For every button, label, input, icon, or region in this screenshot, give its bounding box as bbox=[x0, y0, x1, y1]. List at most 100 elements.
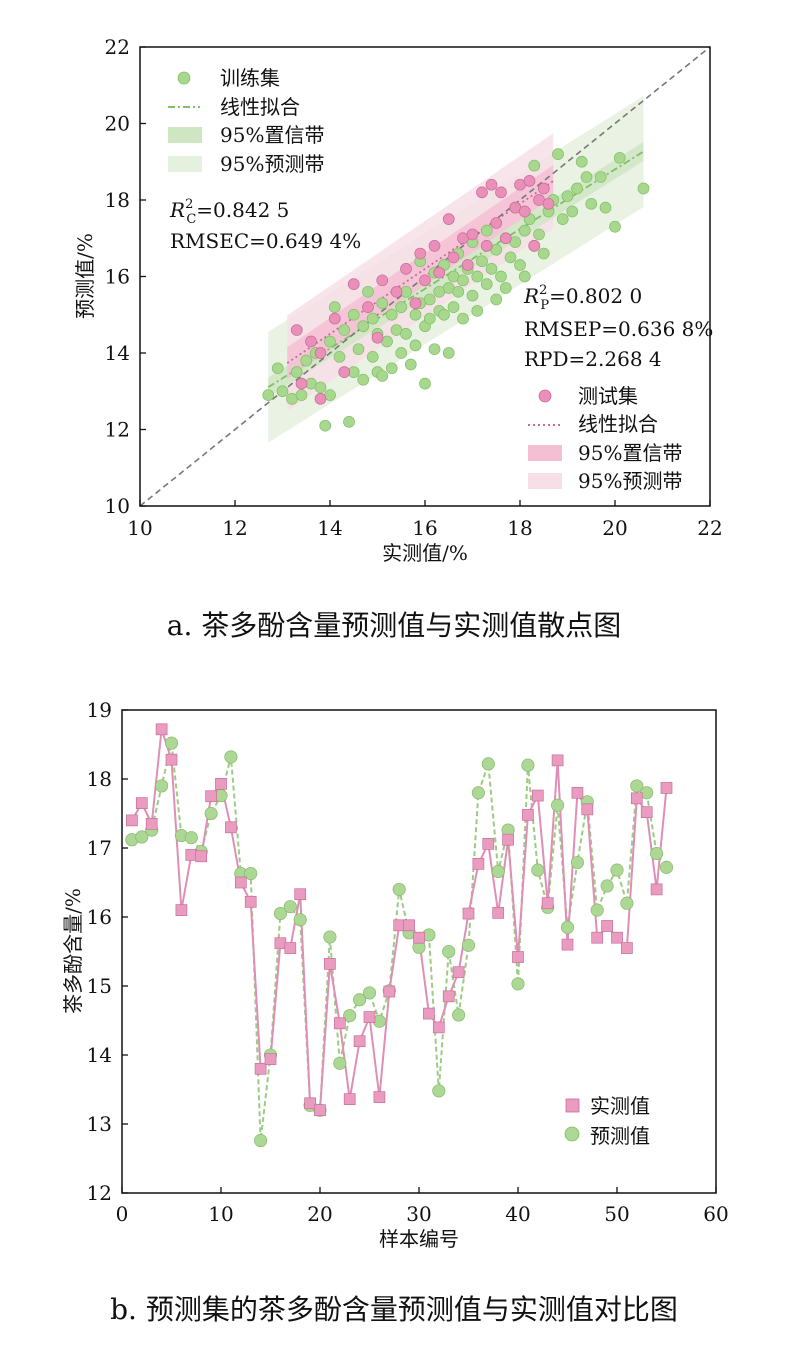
predicted-point bbox=[442, 944, 456, 959]
train-point bbox=[357, 373, 370, 386]
train-point bbox=[324, 335, 336, 348]
test-point bbox=[305, 335, 317, 348]
measured-point bbox=[264, 1053, 277, 1065]
test-point bbox=[376, 274, 389, 287]
y-tick-label-a: 12 bbox=[105, 418, 130, 442]
measured-point bbox=[462, 907, 475, 920]
r2p-sup: 2 bbox=[539, 283, 547, 298]
measured-point bbox=[274, 937, 287, 950]
measured-point bbox=[135, 797, 148, 810]
y-axis-label-a: 预测值/% bbox=[73, 233, 97, 319]
legend-measured-label: 实测值 bbox=[590, 1094, 650, 1118]
predicted-point bbox=[481, 757, 495, 771]
train-point bbox=[566, 205, 579, 218]
x-tick-label-b: 50 bbox=[604, 1202, 629, 1226]
test-point bbox=[419, 274, 431, 287]
train-point bbox=[490, 293, 503, 306]
test-point bbox=[347, 278, 360, 290]
y-tick-label-a: 22 bbox=[105, 35, 130, 59]
test-point bbox=[314, 347, 327, 359]
predicted-point bbox=[610, 863, 624, 877]
train-point bbox=[552, 148, 564, 160]
measured-point bbox=[373, 1091, 386, 1103]
predicted-point bbox=[461, 938, 476, 952]
train-point bbox=[457, 312, 469, 325]
legend-train-pred-swatch bbox=[168, 156, 202, 172]
train-point bbox=[466, 289, 479, 302]
x-tick-label-a: 20 bbox=[602, 516, 627, 540]
legend-train: 训练集 线性拟合 95%置信带 95%预测带 bbox=[168, 66, 324, 176]
train-point bbox=[476, 255, 488, 268]
rmsec-annotation: RMSEC=0.649 4% bbox=[170, 229, 361, 253]
measured-point bbox=[314, 1104, 326, 1117]
train-point bbox=[609, 220, 621, 233]
x-tick-label-a: 14 bbox=[317, 516, 342, 540]
predicted-point bbox=[590, 903, 604, 917]
measured-point bbox=[393, 919, 406, 932]
y-tick-label-b: 17 bbox=[87, 836, 112, 860]
y-tick-label-b: 15 bbox=[87, 974, 112, 998]
test-point bbox=[328, 312, 341, 325]
test-point bbox=[433, 266, 446, 279]
test-point bbox=[490, 217, 503, 229]
train-point bbox=[366, 312, 379, 325]
train-point bbox=[409, 339, 422, 352]
measured-point bbox=[254, 1062, 267, 1075]
test-point bbox=[400, 263, 412, 275]
rmsep-annotation: RMSEP=0.636 8% bbox=[524, 317, 713, 341]
predicted-point bbox=[630, 779, 644, 793]
measured-point bbox=[531, 789, 544, 802]
measured-point bbox=[234, 876, 247, 889]
train-point bbox=[447, 301, 460, 313]
predicted-point bbox=[600, 879, 614, 893]
y-tick-label-a: 16 bbox=[105, 265, 130, 289]
train-point bbox=[343, 416, 355, 428]
legend-train-fit-label: 线性拟合 bbox=[220, 95, 300, 119]
x-tick-label-a: 10 bbox=[127, 516, 152, 540]
measured-point bbox=[353, 1035, 366, 1048]
measured-point bbox=[522, 809, 534, 821]
train-point bbox=[338, 324, 351, 336]
train-point bbox=[480, 278, 493, 290]
caption-a: a. 茶多酚含量预测值与实测值散点图 bbox=[166, 609, 622, 642]
predicted-point bbox=[362, 986, 377, 1000]
test-point bbox=[499, 232, 512, 245]
predicted-point bbox=[570, 855, 584, 870]
legend-predicted-marker bbox=[564, 1126, 580, 1142]
predicted-point bbox=[521, 758, 535, 772]
y-axis-label-b: 茶多酚含量/% bbox=[61, 888, 85, 1014]
train-point bbox=[395, 347, 408, 359]
train-point bbox=[428, 343, 441, 356]
train-point bbox=[385, 362, 398, 375]
predicted-point bbox=[283, 900, 297, 914]
measured-point bbox=[205, 790, 217, 803]
measured-point bbox=[581, 803, 594, 816]
test-point bbox=[485, 178, 498, 191]
predicted-point bbox=[333, 1056, 347, 1070]
axis-ticks-b: 0 10 20 30 40 50 60 12 13 14 15 16 17 18 19 bbox=[87, 698, 729, 1226]
x-tick-label-b: 20 bbox=[307, 1202, 332, 1226]
measured-point bbox=[185, 849, 198, 861]
predicted-point bbox=[511, 977, 525, 991]
y-tick-label-b: 18 bbox=[87, 767, 112, 791]
measured-point bbox=[155, 723, 168, 736]
test-point bbox=[466, 228, 479, 241]
x-tick-label-a: 16 bbox=[412, 516, 437, 540]
predicted-point bbox=[224, 750, 238, 764]
train-point bbox=[637, 182, 650, 195]
r2c-sup: 2 bbox=[185, 197, 193, 212]
predicted-point bbox=[184, 831, 198, 845]
y-tick-label-b: 13 bbox=[87, 1112, 112, 1136]
measured-point bbox=[512, 951, 524, 963]
train-point bbox=[571, 182, 583, 195]
legend-predicted-label: 预测值 bbox=[590, 1124, 650, 1148]
y-tick-label-b: 14 bbox=[87, 1043, 112, 1067]
y-tick-label-b: 19 bbox=[87, 698, 112, 722]
legend-test-conf-swatch bbox=[528, 445, 562, 461]
train-point bbox=[400, 328, 412, 340]
legend-train-marker bbox=[177, 71, 191, 85]
train-point bbox=[599, 201, 612, 214]
test-point bbox=[442, 213, 455, 225]
measured-point bbox=[423, 1007, 435, 1020]
